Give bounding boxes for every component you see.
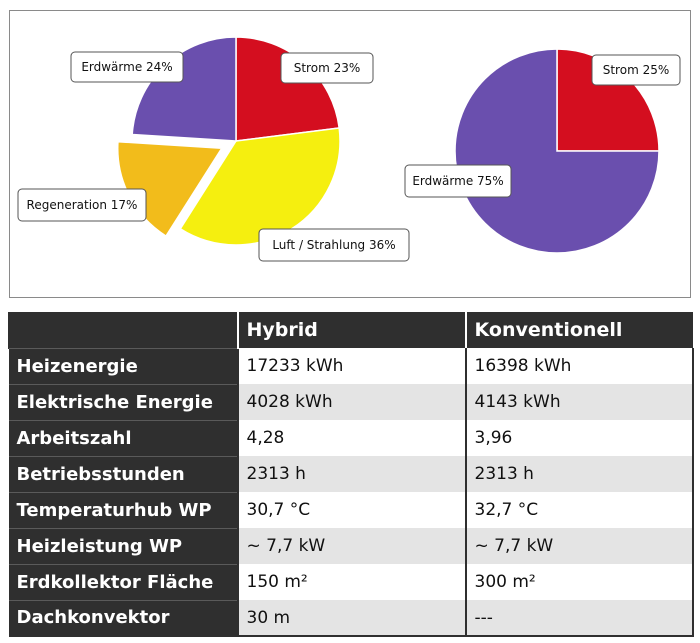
row-label: Arbeitszahl [8,419,238,456]
cell-hybrid: 17233 kWh [236,348,466,384]
pie2-label-1: Erdwärme 75% [404,164,512,198]
cell-konventionell: ~ 7,7 kW [464,528,694,564]
cell-hybrid: 150 m² [236,564,466,600]
header-hybrid: Hybrid [236,312,466,348]
row-label: Dachkonvektor [8,599,238,637]
cell-konventionell: 32,7 °C [464,492,694,528]
table-row: Temperaturhub WP 30,7 °C 32,7 °C [8,491,694,528]
row-label: Heizleistung WP [8,527,238,564]
header-empty [8,312,238,348]
table-row: Elektrische Energie 4028 kWh 4143 kWh [8,383,694,420]
cell-konventionell: 4143 kWh [464,384,694,420]
row-label: Betriebsstunden [8,455,238,492]
cell-hybrid: 30 m [236,600,466,637]
cell-konventionell: 300 m² [464,564,694,600]
pie-charts: Strom 23% Luft / Strahlung 36% Regeneratio… [17,36,681,262]
pie1-slice-1 [179,127,341,246]
pie1-label-3: Erdwärme 24% [70,51,184,83]
cell-konventionell: 3,96 [464,420,694,456]
cell-hybrid: 30,7 °C [236,492,466,528]
header-konventionell: Konventionell [464,312,693,348]
table-row: Arbeitszahl 4,28 3,96 [8,419,694,456]
row-label: Elektrische Energie [8,383,238,420]
cell-konventionell: --- [464,600,694,637]
pie1-label-1: Luft / Strahlung 36% [258,228,410,262]
row-label: Erdkollektor Fläche [8,563,238,600]
svg-text:Erdwärme 24%: Erdwärme 24% [81,60,172,74]
pie2-label-0: Strom 25% [591,54,681,86]
cell-konventionell: 16398 kWh [464,348,694,384]
row-label: Temperaturhub WP [8,491,238,528]
pie1-label-0: Strom 23% [280,52,374,84]
row-label: Heizenergie [8,347,238,384]
svg-text:Regeneration 17%: Regeneration 17% [27,198,138,212]
cell-hybrid: 2313 h [236,456,466,492]
cell-hybrid: 4,28 [236,420,466,456]
cell-hybrid: ~ 7,7 kW [236,528,466,564]
table-header-row: Hybrid Konventionell [8,312,693,348]
svg-text:Strom 23%: Strom 23% [294,61,361,75]
svg-text:Strom 25%: Strom 25% [603,63,670,77]
table-row: Heizenergie 17233 kWh 16398 kWh [8,347,694,384]
table-row: Dachkonvektor 30 m --- [8,599,694,637]
chart-panel: Strom 23% Luft / Strahlung 36% Regeneratio… [9,10,691,298]
pie2-slice-1 [454,48,660,254]
svg-text:Luft / Strahlung 36%: Luft / Strahlung 36% [272,238,395,252]
pie1-label-2: Regeneration 17% [17,188,147,222]
table-row: Betriebsstunden 2313 h 2313 h [8,455,694,492]
cell-konventionell: 2313 h [464,456,694,492]
table-row: Heizleistung WP ~ 7,7 kW ~ 7,7 kW [8,527,694,564]
svg-text:Erdwärme 75%: Erdwärme 75% [412,174,503,188]
comparison-table: Hybrid Konventionell Heizenergie 17233 k… [8,312,694,637]
table-row: Erdkollektor Fläche 150 m² 300 m² [8,563,694,600]
cell-hybrid: 4028 kWh [236,384,466,420]
